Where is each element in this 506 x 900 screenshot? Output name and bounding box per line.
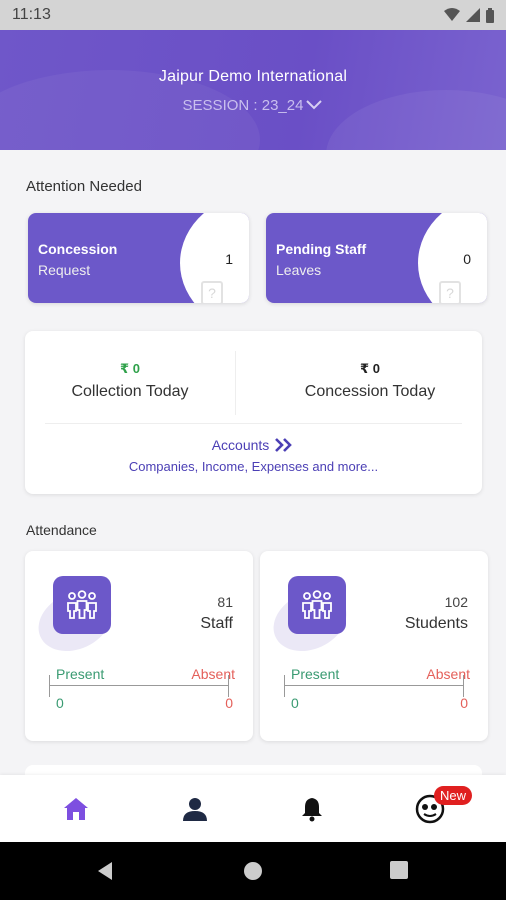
attention-title: Attention Needed (26, 178, 142, 195)
concession-amount: ₹ 0 (360, 361, 380, 376)
card-subtitle: Leaves (276, 262, 322, 278)
group-icon (288, 576, 346, 634)
divider (45, 423, 462, 424)
recents-icon[interactable] (390, 861, 408, 879)
card-count: 1 (225, 251, 233, 267)
bell-icon (302, 798, 322, 822)
bar-tick (49, 675, 50, 697)
system-navigation (0, 842, 506, 900)
attendance-bar (284, 685, 464, 686)
bar-tick (463, 675, 464, 697)
collection-label: Collection Today (71, 383, 189, 400)
concession-today: ₹ 0 Concession Today (265, 361, 475, 401)
double-chevron-right-icon (273, 437, 295, 456)
card-decoration (418, 213, 487, 303)
nav-notifications[interactable] (292, 789, 332, 829)
app-header: Jaipur Demo International SESSION : 23_2… (0, 30, 506, 150)
status-time: 11:13 (12, 6, 51, 23)
card-decoration (180, 213, 249, 303)
students-label: Students (404, 615, 468, 632)
group-icon (53, 576, 111, 634)
absent-value: 0 (225, 695, 233, 711)
concession-request-card[interactable]: Concession Request 1 ? (28, 213, 249, 303)
accounts-link-label: Accounts (211, 437, 270, 454)
divider (235, 351, 236, 415)
absent-value: 0 (460, 695, 468, 711)
back-icon[interactable] (96, 861, 114, 881)
home-icon (64, 798, 88, 820)
card-title: Concession (38, 241, 118, 257)
session-label: SESSION : 23_24 (182, 97, 304, 114)
school-name: Jaipur Demo International (158, 68, 348, 85)
nav-home[interactable] (56, 789, 96, 829)
staff-label: Staff (200, 615, 233, 632)
attendance-bar (49, 685, 229, 686)
staff-count: 81 (217, 594, 233, 610)
card-subtitle: Request (38, 262, 91, 278)
students-count: 102 (444, 594, 468, 610)
collection-today: ₹ 0 Collection Today (25, 361, 235, 401)
bottom-navigation: New (0, 775, 506, 842)
bar-tick (228, 675, 229, 697)
present-label: Present (56, 666, 105, 682)
pending-staff-leaves-card[interactable]: Pending Staff Leaves 0 ? (266, 213, 487, 303)
accounts-card: ₹ 0 Collection Today ₹ 0 Concession Toda… (25, 331, 482, 494)
session-selector[interactable]: SESSION : 23_24 (0, 97, 506, 115)
profile-icon (183, 798, 207, 821)
question-icon: ? (201, 281, 223, 303)
status-bar: 11:13 (0, 0, 506, 30)
students-attendance-card[interactable]: 102 Students Present Absent 0 0 (260, 551, 488, 741)
card-title: Pending Staff (276, 241, 367, 257)
collection-amount: ₹ 0 (120, 361, 140, 376)
wifi-icon (444, 8, 460, 21)
chatbot-icon (415, 794, 445, 824)
present-label: Present (291, 666, 340, 682)
present-value: 0 (56, 695, 64, 711)
new-badge: New (434, 786, 473, 805)
accounts-link-subtitle[interactable]: Companies, Income, Expenses and more... (128, 459, 379, 474)
chevron-down-icon (305, 98, 323, 115)
bar-tick (284, 675, 285, 697)
present-value: 0 (291, 695, 299, 711)
accounts-link[interactable]: Accounts (25, 437, 482, 456)
signal-icon (466, 8, 480, 22)
home-circle-icon[interactable] (243, 861, 263, 881)
question-icon: ? (439, 281, 461, 303)
attendance-title: Attendance (26, 522, 97, 538)
absent-label: Absent (191, 666, 235, 682)
system-icons (444, 7, 494, 23)
absent-label: Absent (426, 666, 470, 682)
nav-chatbot[interactable] (410, 789, 450, 829)
card-count: 0 (463, 251, 471, 267)
staff-attendance-card[interactable]: 81 Staff Present Absent 0 0 (25, 551, 253, 741)
battery-icon (486, 7, 494, 23)
nav-profile[interactable] (175, 789, 215, 829)
concession-label: Concession Today (304, 383, 436, 400)
